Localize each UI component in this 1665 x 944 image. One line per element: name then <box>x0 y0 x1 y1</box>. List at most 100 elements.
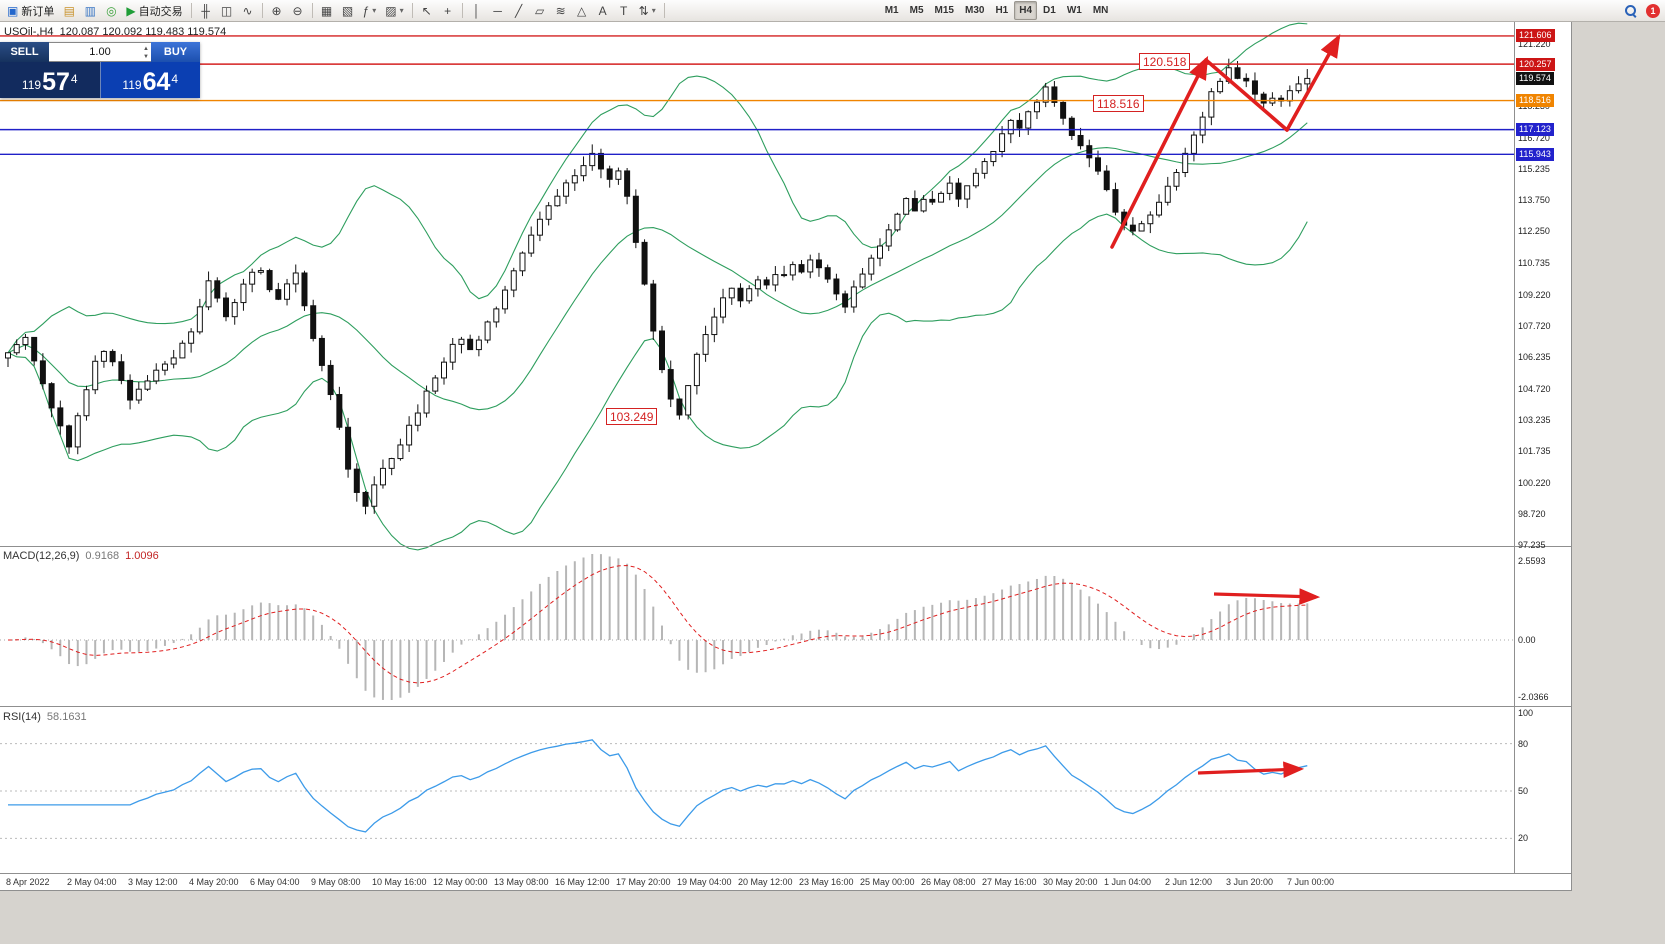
templates-icon: ▨ <box>385 3 397 18</box>
toolbar-arrows-button[interactable]: ⇅ ▾ <box>635 1 660 20</box>
rsi-name: RSI(14) <box>3 711 41 723</box>
toolbar-text-label-button[interactable]: T <box>614 1 634 20</box>
timeframe-H4-button[interactable]: H4 <box>1014 1 1038 20</box>
toolbar-market-depth-button[interactable]: ▤ <box>59 1 79 20</box>
price-divider <box>99 62 101 98</box>
spin-down-icon[interactable]: ▼ <box>143 54 149 60</box>
toolbar-zoom-in-button[interactable]: ⊕ <box>267 1 287 20</box>
macd-value-1: 0.9168 <box>85 550 120 562</box>
arrows-icon: ⇅ <box>638 3 649 18</box>
toolbar-strategy-tester-button[interactable]: ◎ <box>101 1 121 20</box>
timeframe-W1-button[interactable]: W1 <box>1062 1 1087 20</box>
chart-candles-icon: ◫ <box>220 3 233 18</box>
macd-arrow[interactable] <box>1213 588 1321 605</box>
sell-button[interactable]: SELL <box>0 42 49 62</box>
notification-badge[interactable]: 1 <box>1646 3 1660 18</box>
price-callout[interactable]: 120.518 <box>1139 53 1191 70</box>
toolbar-separator <box>663 3 665 18</box>
time-axis-label: 3 May 12:00 <box>128 877 178 887</box>
toolbar-terminal-button[interactable]: ▥ <box>80 1 100 20</box>
toolbar-zoom-out-button[interactable]: ⊖ <box>288 1 308 20</box>
toolbar-indicators-button[interactable]: ƒ ▾ <box>359 1 381 20</box>
market-depth-icon: ▤ <box>63 3 76 18</box>
buy-price-display[interactable]: 119 64 4 <box>100 62 200 98</box>
toolbar-tile-windows-button[interactable]: ▦ <box>317 1 337 20</box>
timeframe-M15-button[interactable]: M15 <box>930 1 959 20</box>
spin-up-icon[interactable]: ▲ <box>143 46 149 52</box>
toolbar-text-button[interactable]: A <box>593 1 613 20</box>
text-icon: A <box>598 3 607 18</box>
timeframe-MN-button[interactable]: MN <box>1088 1 1114 20</box>
sell-price-big: 57 <box>42 68 70 96</box>
timeframe-H1-button[interactable]: H1 <box>990 1 1013 20</box>
time-axis-label: 23 May 16:00 <box>799 877 854 887</box>
time-axis-label: 2 Jun 12:00 <box>1165 877 1213 887</box>
buy-button[interactable]: BUY <box>151 42 200 62</box>
autotrading-icon: ▶ <box>126 3 136 18</box>
toolbar: ▣ 新订单 ▤ ▥ ◎ ▶ 自动交易 ╫ ◫ ∿ ⊕ ⊖ ▦ ▧ ƒ ▾ ▨ ▾ ↖ + │ ─ ╱ ▱ ≋ △ A T ⇅ ▾ M1 M5 M… <box>0 0 1665 22</box>
toolbar-shapes-button[interactable]: △ <box>572 1 592 20</box>
price-highlight-label: 117.123 <box>1516 123 1554 137</box>
price-axis-label: 121.220 <box>1518 39 1551 49</box>
sell-price-display[interactable]: 119 57 4 <box>0 62 100 98</box>
price-callout[interactable]: 103.249 <box>606 408 658 425</box>
timeframe-M5-button[interactable]: M5 <box>905 1 929 20</box>
time-axis-label: 9 May 08:00 <box>311 877 361 887</box>
toolbar-chart-line-button[interactable]: ∿ <box>238 1 258 20</box>
price-axis-label: 106.235 <box>1518 352 1551 363</box>
toolbar-horizontal-line-button[interactable]: ─ <box>488 1 508 20</box>
toolbar-cursor-button[interactable]: ↖ <box>417 1 437 20</box>
toolbar-fibonacci-button[interactable]: ≋ <box>551 1 571 20</box>
trend-arrow[interactable] <box>1285 33 1341 132</box>
time-axis-label: 26 May 08:00 <box>921 877 976 887</box>
toolbar-separator <box>461 3 463 18</box>
volume-field[interactable]: 1.00 ▲ ▼ <box>49 42 151 62</box>
timeframe-M1-button[interactable]: M1 <box>880 1 904 20</box>
toolbar-vertical-line-button[interactable]: │ <box>467 1 487 20</box>
toolbar-cascade-windows-button[interactable]: ▧ <box>338 1 358 20</box>
one-click-trading-panel: SELL 1.00 ▲ ▼ BUY 119 57 4 119 64 4 <box>0 42 200 98</box>
toolbar-trendline-button[interactable]: ╱ <box>509 1 529 20</box>
new-order-label: 新订单 <box>21 5 55 18</box>
price-axis-label: 107.720 <box>1518 321 1551 332</box>
time-axis-label: 19 May 04:00 <box>677 877 732 887</box>
time-axis-label: 13 May 08:00 <box>494 877 549 887</box>
price-axis-label: 103.235 <box>1518 414 1551 425</box>
trend-arrow[interactable] <box>1204 58 1289 132</box>
timeframe-D1-button[interactable]: D1 <box>1038 1 1061 20</box>
toolbar-chart-bars-button[interactable]: ╫ <box>196 1 216 20</box>
zoom-in-icon: ⊕ <box>271 3 282 18</box>
rsi-arrow[interactable] <box>1197 761 1305 778</box>
time-axis-label: 12 May 00:00 <box>433 877 488 887</box>
cursor-icon: ↖ <box>421 3 432 18</box>
toolbar-templates-button[interactable]: ▨ ▾ <box>381 1 407 20</box>
indicator-scale-label: 50 <box>1518 786 1529 796</box>
volume-stepper[interactable]: ▲ ▼ <box>143 45 149 61</box>
toolbar-crosshair-button[interactable]: + <box>438 1 458 20</box>
price-axis-label: 109.220 <box>1518 289 1551 300</box>
tile-windows-icon: ▦ <box>320 3 333 18</box>
chart-window <box>0 22 1572 891</box>
new-order-icon: ▣ <box>7 3 19 18</box>
time-axis-label: 10 May 16:00 <box>372 877 427 887</box>
volume-value: 1.00 <box>89 46 111 58</box>
toolbar-chart-candles-button[interactable]: ◫ <box>217 1 237 20</box>
toolbar-channel-button[interactable]: ▱ <box>530 1 550 20</box>
time-axis-label: 27 May 16:00 <box>982 877 1037 887</box>
timeframe-M30-button[interactable]: M30 <box>960 1 989 20</box>
time-axis-label: 30 May 20:00 <box>1043 877 1098 887</box>
search-icon[interactable] <box>1624 4 1637 17</box>
sell-price-sup: 4 <box>70 72 78 86</box>
toolbar-autotrading-button[interactable]: ▶ 自动交易 <box>122 1 186 20</box>
symbol-ohlc-readout: USOil-,H4 120.087 120.092 119.483 119.57… <box>4 26 227 38</box>
price-callout[interactable]: 118.516 <box>1093 95 1144 112</box>
macd-value-2: 1.0096 <box>125 550 159 562</box>
trendline-icon: ╱ <box>515 3 523 18</box>
price-axis-label: 100.220 <box>1518 477 1551 488</box>
cascade-windows-icon: ▧ <box>341 3 354 18</box>
trend-arrow[interactable] <box>1110 55 1209 249</box>
vertical-line-icon: │ <box>472 3 481 18</box>
toolbar-new-order-button[interactable]: ▣ 新订单 <box>3 1 58 20</box>
buy-price-big: 64 <box>142 68 171 96</box>
